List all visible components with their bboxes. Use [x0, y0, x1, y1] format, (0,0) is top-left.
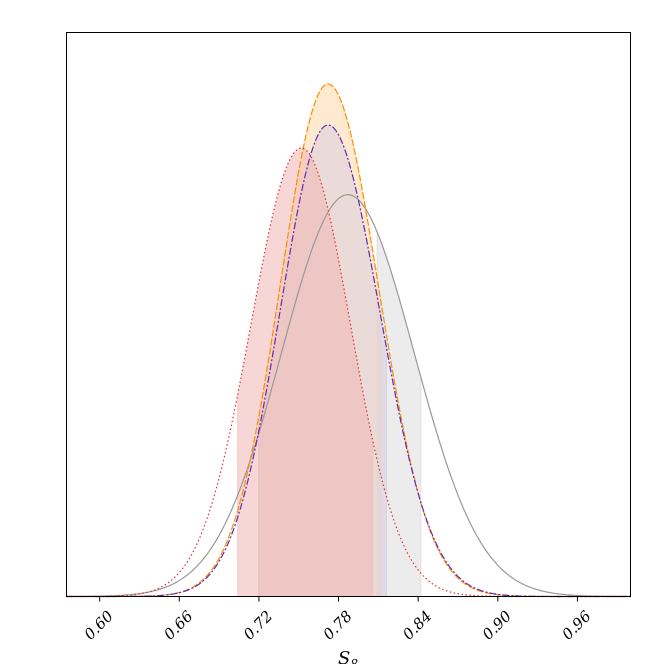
- series-curve-0: [66, 194, 631, 598]
- plot-frame: [66, 32, 631, 597]
- x-tick-label-3: 0.78: [320, 607, 356, 643]
- x-axis-label-sub: 8: [350, 657, 358, 664]
- distribution-fills: [237, 84, 421, 597]
- x-tick-label-0: 0.60: [81, 607, 118, 644]
- x-tick-label-6: 0.96: [558, 607, 595, 644]
- x-tick-label-2: 0.72: [240, 607, 276, 643]
- x-ticks: 0.60 0.66 0.72 0.78 0.84 0.90 0.96: [81, 596, 595, 644]
- x-axis-label: S8: [338, 648, 358, 664]
- x-axis-label-main: S: [338, 648, 350, 664]
- x-tick-label-1: 0.66: [160, 607, 197, 644]
- series-curve-3: [66, 147, 631, 598]
- credible-fill-3: [237, 148, 374, 597]
- x-tick-label-5: 0.90: [479, 607, 516, 644]
- x-tick-label-4: 0.84: [399, 607, 435, 643]
- series-curve-2: [66, 124, 631, 598]
